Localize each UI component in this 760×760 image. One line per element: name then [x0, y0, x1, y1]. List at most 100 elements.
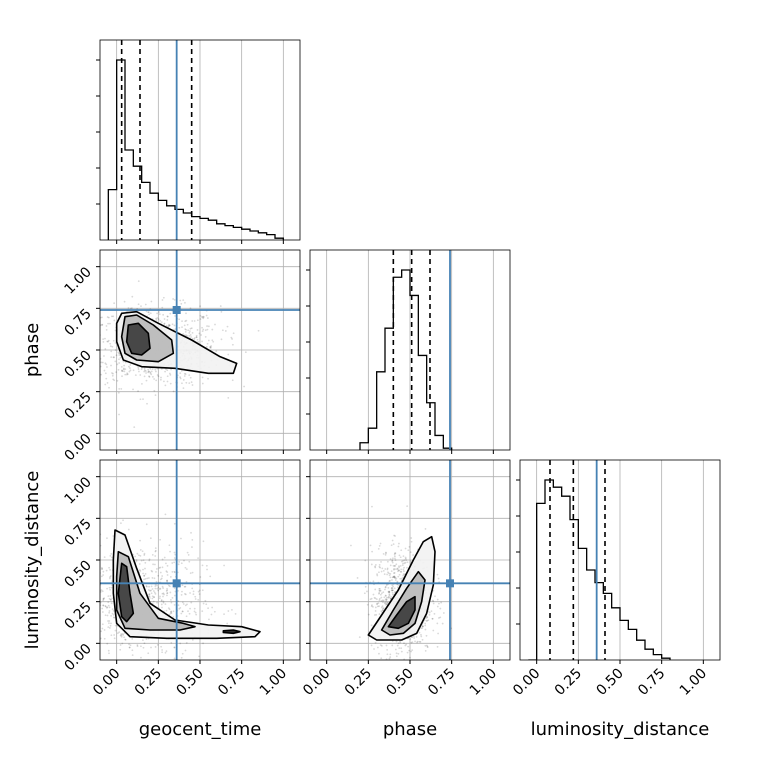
scatter-point — [75, 344, 77, 346]
scatter-point — [394, 552, 397, 555]
scatter-point — [101, 623, 104, 626]
scatter-point — [388, 657, 391, 660]
scatter-point — [391, 561, 394, 564]
scatter-point — [100, 590, 102, 593]
scatter-point — [190, 336, 192, 338]
scatter-point — [88, 596, 90, 598]
scatter-point — [159, 566, 162, 569]
scatter-point — [148, 593, 151, 596]
scatter-point — [134, 555, 137, 558]
scatter-point — [424, 628, 427, 631]
scatter-point — [432, 629, 435, 632]
scatter-point — [186, 335, 189, 337]
scatter-point — [197, 590, 200, 593]
scatter-point — [142, 668, 144, 670]
scatter-point — [380, 610, 383, 613]
scatter-point — [206, 328, 209, 331]
scatter-point — [140, 305, 142, 308]
scatter-point — [104, 372, 107, 375]
scatter-point — [183, 559, 185, 562]
scatter-point — [191, 665, 193, 667]
scatter-point — [111, 556, 113, 559]
scatter-point — [166, 574, 169, 576]
scatter-point — [374, 564, 377, 566]
x-tick-label: 0.75 — [215, 666, 248, 699]
scatter-point — [184, 301, 186, 304]
scatter-point — [163, 380, 165, 383]
y-axis-label-luminosity_distance: luminosity_distance — [22, 471, 43, 650]
scatter-point — [94, 653, 96, 655]
scatter-point — [151, 595, 154, 598]
scatter-point — [54, 546, 56, 548]
scatter-point — [102, 598, 105, 600]
scatter-point — [191, 384, 194, 386]
scatter-point — [143, 554, 146, 556]
scatter-point — [207, 607, 209, 610]
scatter-point — [204, 329, 207, 332]
scatter-point — [77, 599, 79, 601]
scatter-point — [394, 552, 396, 555]
scatter-point — [391, 559, 394, 562]
scatter-point — [379, 589, 382, 592]
scatter-point — [139, 539, 142, 542]
scatter-point — [397, 545, 400, 548]
scatter-point — [108, 620, 111, 622]
scatter-point — [376, 646, 379, 649]
scatter-point — [97, 529, 99, 531]
scatter-point — [380, 644, 383, 647]
scatter-point — [391, 589, 394, 592]
scatter-point — [95, 338, 97, 340]
scatter-point — [106, 537, 108, 540]
scatter-point — [147, 370, 150, 373]
scatter-point — [169, 312, 172, 315]
scatter-point — [394, 576, 396, 579]
scatter-point — [231, 608, 233, 611]
scatter-point — [380, 657, 383, 660]
scatter-point — [110, 614, 112, 617]
scatter-point — [388, 594, 391, 597]
histogram-step — [107, 59, 284, 240]
scatter-point — [371, 505, 373, 508]
scatter-point — [431, 617, 434, 620]
scatter-point — [104, 362, 107, 365]
scatter-point — [143, 642, 146, 645]
x-axis-label-phase: phase — [383, 719, 437, 740]
x-tick-label: 1.00 — [677, 666, 710, 699]
scatter-point — [135, 560, 138, 563]
scatter-point — [153, 389, 156, 392]
scatter-point — [388, 593, 391, 596]
scatter-point — [420, 627, 423, 630]
hist-panel-luminosity_distance: 0.00 0.25 0.50 0.75 1.00 — [510, 459, 721, 699]
scatter-point — [393, 575, 395, 578]
scatter-point — [164, 603, 167, 606]
scatter-point — [201, 376, 204, 379]
scatter-point — [385, 595, 387, 597]
scatter-point — [117, 391, 120, 394]
scatter-point — [168, 324, 171, 327]
scatter-point — [388, 590, 390, 593]
scatter-point — [385, 551, 387, 554]
scatter-point — [114, 629, 117, 632]
scatter-point — [384, 588, 386, 591]
scatter-point — [144, 303, 147, 306]
scatter-point — [184, 566, 187, 569]
scatter-point — [393, 587, 396, 590]
scatter-point — [189, 327, 192, 330]
scatter-point — [169, 612, 172, 615]
scatter-point — [168, 324, 170, 327]
scatter-point — [159, 587, 162, 590]
scatter-point — [111, 374, 114, 377]
scatter-point — [439, 616, 442, 619]
scatter-point — [199, 314, 202, 317]
scatter-point — [118, 413, 120, 416]
scatter-point — [82, 595, 84, 597]
scatter-point — [164, 651, 167, 654]
scatter-point — [62, 616, 64, 618]
scatter-point — [118, 352, 121, 355]
scatter-point — [102, 338, 105, 341]
scatter-point — [89, 586, 91, 588]
scatter-point — [123, 300, 126, 303]
scatter-point — [400, 560, 403, 563]
scatter-point — [148, 585, 150, 588]
scatter-point — [161, 566, 164, 569]
